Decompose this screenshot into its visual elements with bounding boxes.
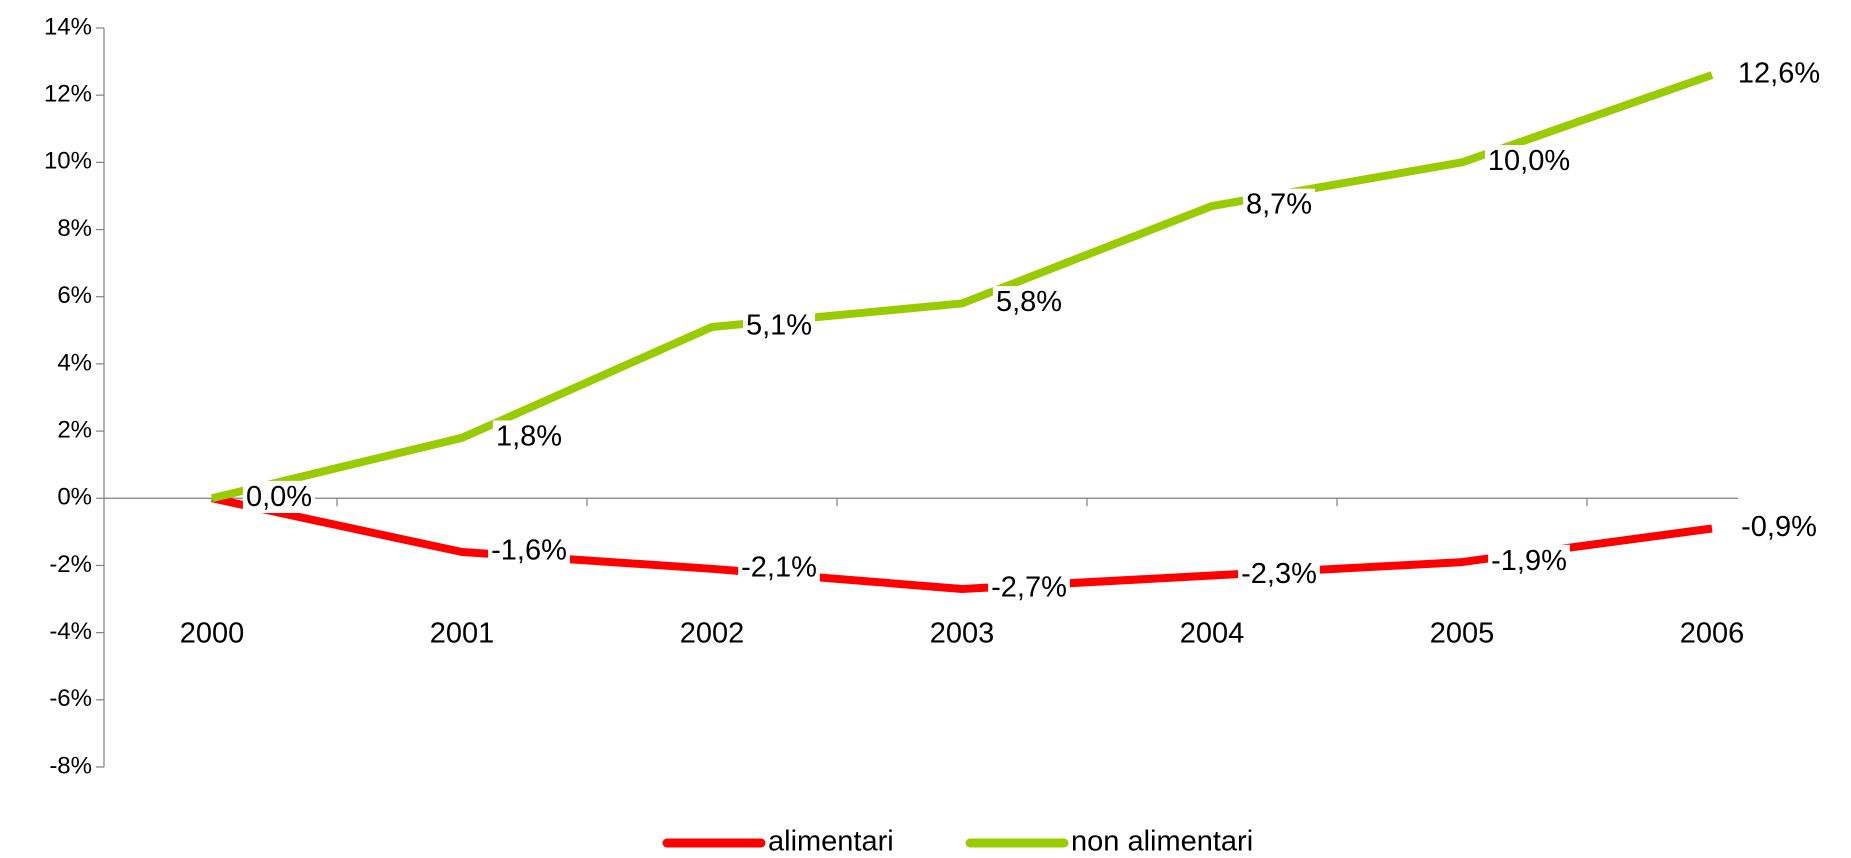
x-tick-label: 2000 [180,618,245,650]
y-tick-label: 8% [57,215,92,242]
y-tick-label: 10% [44,148,92,175]
data-label: 5,8% [996,286,1062,318]
y-tick-label: 0% [57,484,92,511]
data-label: 8,7% [1246,189,1312,221]
data-label: 10,0% [1488,145,1570,177]
data-label-group: 1,8% [493,420,565,452]
data-label-group: -1,9% [1488,545,1570,577]
data-label: -0,9% [1741,511,1817,543]
y-tick-label: -2% [49,551,92,578]
data-label-group: 5,1% [743,310,815,342]
legend-label: non alimentari [1071,826,1253,858]
data-label-group: -0,9% [1738,511,1820,543]
data-label-group: 12,6% [1735,58,1823,90]
y-tick-label: -8% [49,752,92,779]
data-label-group: -2,7% [988,572,1070,604]
series-line [212,498,1712,589]
y-tick-label: 2% [57,416,92,443]
y-tick-label: 12% [44,81,92,108]
data-label-group: -2,3% [1238,558,1320,590]
data-label-group: -2,1% [738,551,820,583]
data-label: 12,6% [1738,58,1820,90]
data-label: -1,9% [1491,545,1567,577]
y-tick-label: -6% [49,685,92,712]
y-tick-label: 6% [57,282,92,309]
legend-label: alimentari [768,826,894,858]
series-line [212,75,1712,498]
data-label-group: 0,0% [243,481,315,513]
x-tick-label: 2001 [430,618,495,650]
x-tick-label: 2002 [680,618,745,650]
data-label: 1,8% [496,420,562,452]
y-tick-label: -4% [49,618,92,645]
data-label: 0,0% [246,481,312,513]
y-tick-label: 4% [57,349,92,376]
chart: -8% -6% -4% -2% 0% 2% 4% 6% 8% 10% 12% 14% 2000 2001 2… [0,0,1851,858]
data-label: 5,1% [746,310,812,342]
data-label: -2,7% [991,572,1067,604]
data-label: -2,1% [741,551,817,583]
data-label-group: 10,0% [1485,145,1573,177]
data-label: -2,3% [1241,558,1317,590]
y-tick-label: 14% [44,13,92,40]
x-tick-label: 2005 [1430,618,1495,650]
data-label-group: -1,6% [488,535,570,567]
data-label-group: 8,7% [1243,189,1315,221]
x-tick-label: 2003 [930,618,995,650]
x-tick-label: 2006 [1680,618,1745,650]
data-label: -1,6% [491,535,567,567]
x-tick-label: 2004 [1180,618,1245,650]
data-label-group: 5,8% [993,286,1065,318]
